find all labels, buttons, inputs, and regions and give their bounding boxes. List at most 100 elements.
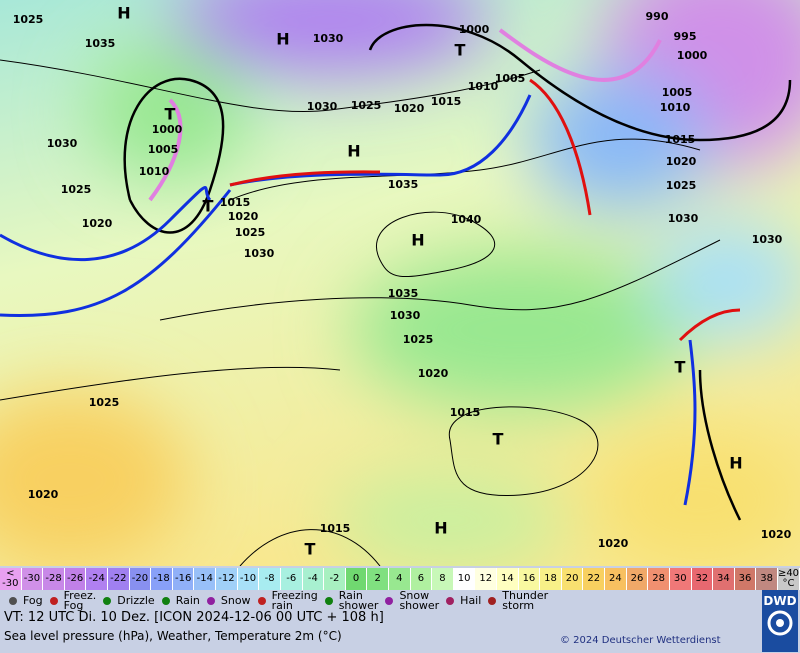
isobar-label: 1025 <box>61 183 92 196</box>
isobar-label: 1020 <box>598 537 629 550</box>
legend-line: Drizzle <box>117 594 155 607</box>
scale-label: -4 <box>307 573 318 584</box>
scale-label: -20 <box>131 573 149 584</box>
scale-cell: -24 <box>86 568 109 590</box>
isobar-label: 1020 <box>228 210 259 223</box>
scale-label: 18 <box>544 573 557 584</box>
isobar-label: 1015 <box>220 196 251 209</box>
scale-cell: -8 <box>259 568 281 590</box>
isobar-label: 1000 <box>677 49 708 62</box>
occluded-front <box>498 28 662 82</box>
scale-label: -30 <box>23 573 41 584</box>
low-pressure: T <box>675 358 686 377</box>
legend-line: Freez. <box>63 589 97 602</box>
legend-icon <box>204 595 218 607</box>
scale-label: °C <box>782 578 795 589</box>
legend-icon <box>6 595 20 607</box>
scale-cell: 0 <box>345 568 368 590</box>
legend-text: Rain <box>176 595 200 606</box>
scale-cell: -6 <box>280 568 303 590</box>
legend-item: Snow <box>204 590 251 612</box>
isobar-label: 1030 <box>307 100 338 113</box>
legend-icon <box>382 595 396 607</box>
logo-text: DWD <box>763 594 797 608</box>
cold-front <box>0 186 212 262</box>
scale-cell: -10 <box>237 568 260 590</box>
dwd-logo: DWD <box>762 590 798 652</box>
scale-cell: 14 <box>497 568 519 590</box>
high-pressure: H <box>276 30 289 49</box>
occluded-front <box>148 98 183 202</box>
scale-cell: 6 <box>410 568 433 590</box>
legend-line: Snow <box>399 589 430 602</box>
scale-label: 2 <box>374 573 381 584</box>
scale-label: -10 <box>239 573 257 584</box>
scale-label: 34 <box>717 573 730 584</box>
scale-label: -26 <box>66 573 84 584</box>
legend-line: Fog <box>23 594 43 607</box>
scale-cell: -18 <box>151 568 173 590</box>
main-isobars <box>123 23 792 521</box>
scale-label: 30 <box>673 573 687 584</box>
copyright: © 2024 Deutscher Wetterdienst <box>560 635 721 646</box>
scale-label: 28 <box>652 573 665 584</box>
isobars <box>0 59 721 566</box>
temperature-scale: < -30 -30 -28 -26 -24 -22 -20 -18 -16 -14 -12 -10 -8-… <box>0 568 800 590</box>
scale-cell: 12 <box>475 568 498 590</box>
legend-line: Rain <box>338 589 363 602</box>
legend-icon <box>485 595 499 607</box>
scale-cell: -28 <box>43 568 65 590</box>
legend-item: Snow shower <box>382 590 439 612</box>
high-pressure: H <box>347 142 360 161</box>
isobar-label: 1000 <box>459 23 490 36</box>
legend-text: Thunder storm <box>502 590 548 612</box>
legend-panel: < -30 -30 -28 -26 -24 -22 -20 -18 -16 -14 -12 -10 -8-… <box>0 566 800 653</box>
isobar-label: 1020 <box>761 528 792 541</box>
isobar-label: 1025 <box>351 99 382 112</box>
scale-label: 32 <box>695 573 709 584</box>
isobar-label: 1030 <box>752 233 783 246</box>
icon <box>488 597 497 605</box>
scale-cell: 2 <box>367 568 389 590</box>
scale-label: -18 <box>153 573 170 584</box>
scale-label: -12 <box>218 573 235 584</box>
scale-label: 16 <box>522 573 536 584</box>
scale-label: 24 <box>609 573 622 584</box>
scale-cell: -4 <box>302 568 325 590</box>
legend-text: Snow shower <box>399 589 440 612</box>
scale-cell: 20 <box>561 568 584 590</box>
legend-text: Drizzle <box>117 594 155 607</box>
icon <box>324 597 333 605</box>
logo-icon <box>767 610 793 636</box>
temperature-field <box>0 0 800 566</box>
isobar-label: 1025 <box>403 333 434 346</box>
scale-cell: 34 <box>713 568 735 590</box>
isobar-label: 1030 <box>668 212 699 225</box>
scale-cell: -22 <box>108 568 130 590</box>
scale-label: 22 <box>587 573 601 584</box>
legend-line: storm <box>502 599 535 612</box>
high-pressure: H <box>434 519 447 538</box>
low-pressure: T <box>203 197 214 216</box>
scale-cell: -12 <box>216 568 238 590</box>
scale-label: 14 <box>500 573 514 584</box>
scale-cell: ≥40 °C <box>777 568 800 590</box>
legend-icon <box>255 595 269 607</box>
isobar-label: 1005 <box>495 72 526 85</box>
scale-label: 4 <box>396 573 403 584</box>
scale-cell: 8 <box>432 568 454 590</box>
legend-line: shower <box>399 599 440 612</box>
scale-cell: 32 <box>691 568 714 590</box>
scale-cell: 22 <box>583 568 606 590</box>
warm-front <box>529 78 592 216</box>
scale-cell: -20 <box>129 568 152 590</box>
isobar-label: 1015 <box>320 522 351 535</box>
legend-item: Rain shower <box>322 589 378 612</box>
isobar-label: 1035 <box>388 178 419 191</box>
legend-text: Freez. Fog <box>63 589 97 612</box>
legend-item: Rain <box>159 590 200 612</box>
isobar-label: 1020 <box>418 367 449 380</box>
legend-line: Fog <box>63 599 84 612</box>
scale-cell: -2 <box>324 568 346 590</box>
